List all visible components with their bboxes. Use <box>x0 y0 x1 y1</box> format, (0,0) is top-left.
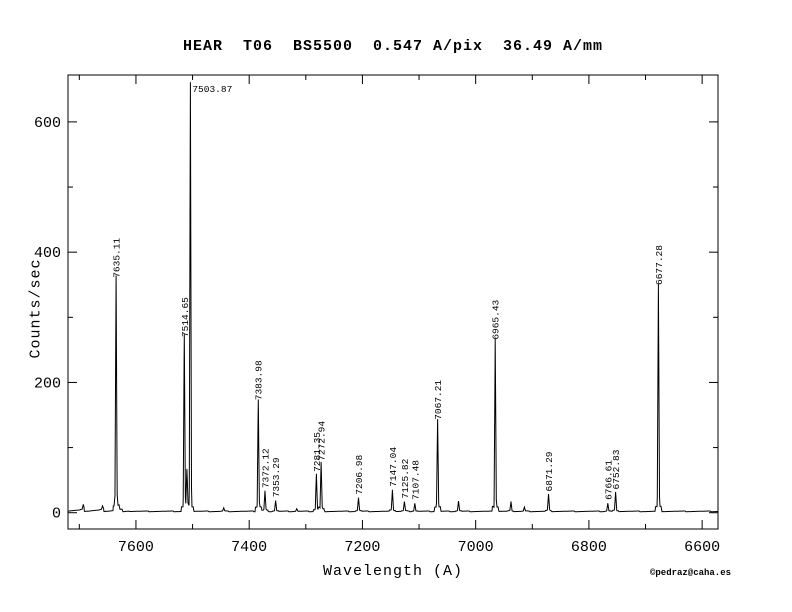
peak-label: 7372.12 <box>260 448 271 488</box>
peak-label: 6677.28 <box>654 245 665 285</box>
plot-frame <box>67 74 719 530</box>
y-tick-label: 0 <box>52 506 61 523</box>
y-tick-label: 400 <box>34 245 61 262</box>
peak-label: 6871.29 <box>544 451 555 491</box>
peak-label: 7107.48 <box>410 460 421 500</box>
peak-label: 7272.94 <box>317 421 328 461</box>
x-tick-label: 6800 <box>571 539 607 556</box>
peak-label: 7514.65 <box>180 297 191 337</box>
peak-label: 7281.35 <box>312 432 323 472</box>
peak-label: 7383.98 <box>254 360 265 400</box>
peak-label: 7635.11 <box>112 238 123 278</box>
peak-label: 7125.82 <box>400 458 411 498</box>
peak-label: 6965.43 <box>491 299 502 339</box>
x-tick-label: 7200 <box>344 539 380 556</box>
peak-label: 7067.21 <box>433 380 444 420</box>
peak-label: 7353.29 <box>271 457 282 497</box>
plot-title: HEAR T06 BS5500 0.547 A/pix 36.49 A/mm <box>182 38 604 55</box>
peak-label: 7206.98 <box>354 454 365 494</box>
peak-label: 7503.87 <box>192 84 232 95</box>
x-tick-label: 7600 <box>118 539 154 556</box>
y-tick-label: 200 <box>34 375 61 392</box>
x-tick-label: 6600 <box>684 539 720 556</box>
peak-label: 6752.83 <box>611 449 622 489</box>
credit-text: ©pedraz@caha.es <box>650 568 732 578</box>
x-axis-label: Wavelength (A) <box>322 563 464 580</box>
y-tick-label: 600 <box>34 115 61 132</box>
spectrum-trace <box>67 82 718 513</box>
peak-label: 6766.61 <box>603 460 614 500</box>
x-tick-label: 7000 <box>458 539 494 556</box>
x-tick-label: 7400 <box>231 539 267 556</box>
peak-label: 7147.04 <box>388 447 399 487</box>
